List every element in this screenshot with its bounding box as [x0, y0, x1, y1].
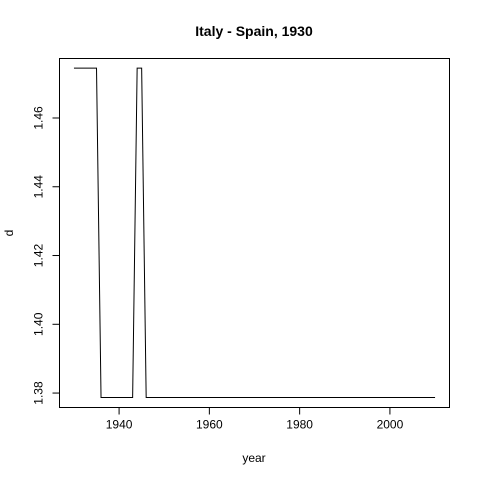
y-tick-label: 1.40 — [32, 312, 46, 336]
y-tick-label: 1.44 — [32, 175, 46, 199]
y-axis: 1.38 1.40 1.42 1.44 1.46 — [32, 106, 60, 405]
y-tick-label: 1.42 — [32, 244, 46, 268]
x-tick-label: 2000 — [377, 418, 404, 432]
plot-frame — [59, 58, 450, 408]
x-axis-label: year — [242, 451, 265, 465]
x-tick-label: 1940 — [106, 418, 133, 432]
chart-title: Italy - Spain, 1930 — [195, 23, 313, 39]
x-axis: 1940 1960 1980 2000 — [106, 407, 404, 432]
x-tick-label: 1980 — [286, 418, 313, 432]
y-axis-label: d — [2, 230, 16, 237]
series-line — [73, 67, 436, 399]
y-tick-label: 1.38 — [32, 381, 46, 405]
y-tick-label: 1.46 — [32, 106, 46, 130]
x-tick-label: 1960 — [196, 418, 223, 432]
